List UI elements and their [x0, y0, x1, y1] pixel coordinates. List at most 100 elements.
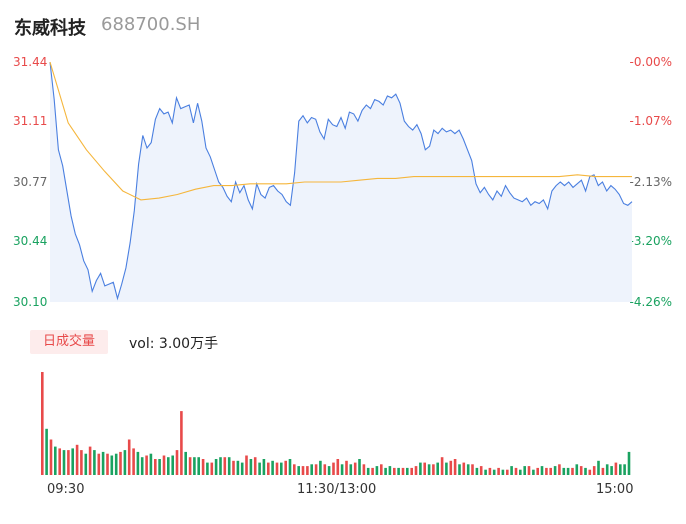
volume-bar	[536, 467, 539, 475]
volume-bar	[523, 466, 526, 475]
volume-bar	[93, 450, 96, 475]
volume-bar	[214, 459, 218, 475]
volume-bar	[193, 457, 196, 475]
volume-bar	[114, 453, 118, 475]
volume-bar	[427, 464, 431, 475]
percent-tick-label: -0.00%	[629, 55, 672, 69]
volume-bar	[419, 462, 422, 475]
volume-bar	[149, 453, 153, 475]
volume-bar	[440, 457, 444, 475]
time-tick-label: 09:30	[47, 482, 85, 497]
volume-bar	[97, 453, 101, 475]
avg-line-group	[49, 61, 632, 201]
volume-bar	[492, 469, 496, 475]
volume-bar	[397, 467, 400, 475]
volume-bar	[262, 459, 266, 475]
volume-bar	[380, 464, 383, 475]
volume-bar	[510, 466, 513, 475]
price-line-group	[49, 61, 633, 301]
volume-bar	[592, 466, 596, 475]
volume-bar	[584, 467, 587, 475]
volume-bar	[167, 457, 170, 475]
volume-bar	[140, 457, 144, 475]
volume-bar	[75, 444, 79, 475]
volume-bar	[62, 450, 66, 475]
volume-bar	[336, 459, 340, 475]
volume-bar	[453, 459, 457, 475]
volume-bar	[67, 450, 70, 475]
volume-bar	[227, 457, 231, 475]
volume-bar	[527, 466, 531, 475]
volume-bar	[614, 462, 618, 475]
volume-bar	[545, 467, 548, 475]
volume-bar	[275, 462, 279, 475]
volume-bar	[340, 464, 344, 475]
volume-bar	[162, 455, 166, 475]
volume-bars	[41, 372, 631, 475]
volume-bar	[532, 469, 535, 475]
volume-bar	[101, 451, 105, 475]
volume-bar	[514, 467, 518, 475]
volume-bar	[84, 453, 88, 475]
volume-bar	[501, 469, 505, 475]
volume-bar	[566, 467, 570, 475]
price-tick-label: 30.77	[13, 175, 48, 189]
time-tick-label: 11:30/13:00	[297, 482, 377, 497]
volume-bar	[623, 464, 626, 475]
percent-tick-label: -2.13%	[629, 175, 672, 189]
volume-bar	[41, 372, 44, 475]
volume-bar	[280, 462, 283, 475]
percent-tick-label: -1.07%	[629, 114, 672, 129]
volume-bar	[579, 466, 583, 475]
volume-bar	[206, 462, 209, 475]
volume-bar	[445, 462, 448, 475]
volume-bar	[362, 464, 366, 475]
price-tick-label: 30.10	[13, 295, 48, 309]
volume-bar	[258, 462, 261, 475]
volume-bar	[301, 466, 305, 475]
volume-bar	[180, 411, 183, 475]
volume-bar	[423, 462, 426, 475]
volume-bar	[110, 455, 114, 475]
volume-bar	[371, 467, 374, 475]
volume-bar	[71, 448, 74, 475]
volume-bar	[393, 467, 396, 475]
volume-bar	[267, 462, 270, 475]
volume-bar	[184, 451, 187, 475]
volume-bar	[462, 462, 466, 475]
stock-name: 东威科技	[14, 18, 86, 39]
average-price-line	[49, 61, 632, 201]
volume-bar	[54, 446, 57, 475]
volume-bar	[236, 460, 240, 475]
volume-bar	[210, 462, 214, 475]
volume-bar	[414, 466, 418, 475]
time-tick-label: 15:00	[596, 482, 634, 497]
volume-bar	[88, 446, 92, 475]
volume-bar	[271, 460, 274, 475]
volume-bar	[601, 467, 605, 475]
volume-bar	[332, 462, 335, 475]
volume-bar	[610, 466, 613, 475]
volume-bar	[506, 469, 509, 475]
volume-bar	[219, 457, 222, 475]
volume-bar	[436, 462, 439, 475]
volume-bar	[619, 464, 622, 475]
volume-bar	[158, 459, 161, 475]
volume-bar	[627, 451, 631, 475]
volume-bar	[197, 457, 200, 475]
volume-bar	[58, 448, 61, 475]
volume-bar	[540, 466, 544, 475]
volume-bar	[466, 464, 470, 475]
volume-bar	[519, 469, 522, 475]
volume-bar	[597, 460, 600, 475]
volume-badge[interactable]: 日成交量	[30, 330, 108, 354]
volume-bar	[306, 466, 309, 475]
volume-bar	[349, 464, 353, 475]
volume-bar	[80, 450, 83, 475]
volume-bar	[45, 428, 48, 475]
volume-bar	[314, 464, 318, 475]
volume-bar	[358, 459, 361, 475]
volume-bar	[293, 464, 296, 475]
volume-bar	[253, 457, 257, 475]
